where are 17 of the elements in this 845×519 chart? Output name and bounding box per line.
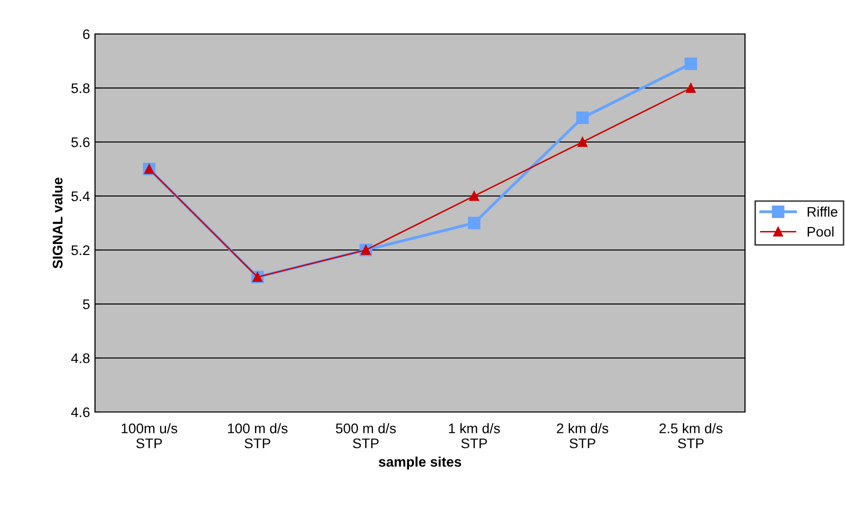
x-tick-label: 100 m d/s STP bbox=[228, 423, 288, 448]
x-tick-label: 2 km d/s STP bbox=[556, 423, 608, 448]
x-tick-label: 2.5 km d/s STP bbox=[660, 423, 722, 448]
y-tick-label: 5.4 bbox=[71, 191, 90, 202]
x-tick-label: 1 km d/s STP bbox=[448, 423, 500, 448]
y-axis-title: SIGNAL value bbox=[52, 178, 63, 268]
y-tick-label: 5 bbox=[82, 299, 90, 310]
legend-label: Riffle bbox=[808, 206, 838, 217]
y-tick-label: 6 bbox=[83, 29, 90, 40]
y-tick-label: 4.8 bbox=[71, 353, 90, 364]
y-tick-label: 5.6 bbox=[71, 137, 90, 148]
y-tick-label: 5.2 bbox=[71, 245, 90, 256]
y-tick-label: 5.8 bbox=[71, 83, 90, 94]
x-tick-label: 100m u/s STP bbox=[122, 423, 178, 448]
legend-label: Pool bbox=[808, 226, 834, 237]
y-tick-label: 4.6 bbox=[71, 407, 90, 418]
x-axis-title: sample sites bbox=[378, 456, 462, 470]
